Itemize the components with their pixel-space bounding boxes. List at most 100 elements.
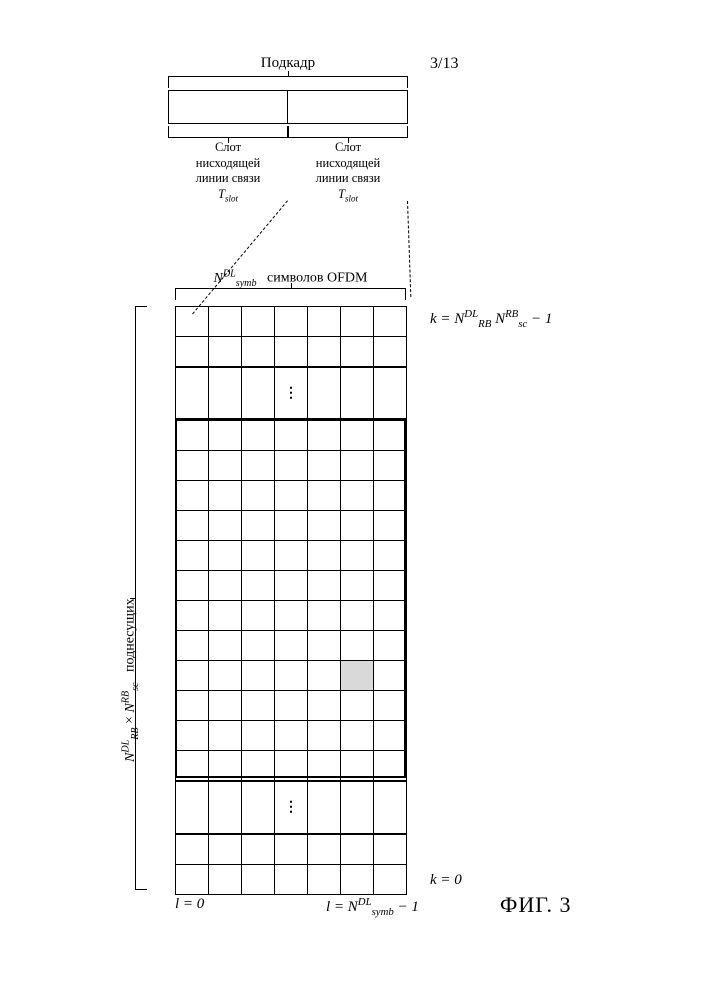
grid-cell bbox=[374, 481, 407, 511]
grid-cell bbox=[374, 661, 407, 691]
subframe-top-bracket bbox=[168, 76, 408, 88]
grid-cell bbox=[308, 721, 341, 751]
grid-cell bbox=[242, 481, 275, 511]
ellipsis-bottom: ⋮ bbox=[275, 782, 308, 834]
grid-cell bbox=[341, 571, 374, 601]
grid-gap-top: ⋮ bbox=[175, 367, 407, 420]
grid-cell bbox=[374, 751, 407, 781]
grid-cell bbox=[374, 865, 407, 895]
grid-cell bbox=[308, 337, 341, 367]
grid-cell bbox=[209, 571, 242, 601]
grid-cell bbox=[341, 835, 374, 865]
l-left-label: l = 0 bbox=[175, 896, 204, 913]
grid-mid-rows bbox=[175, 420, 407, 781]
grid-cell bbox=[374, 451, 407, 481]
grid-cell bbox=[308, 511, 341, 541]
slot-caption-right: Слот нисходящей линии связи Tslot bbox=[288, 140, 408, 205]
grid-cell bbox=[308, 865, 341, 895]
grid-cell bbox=[275, 661, 308, 691]
grid-cell bbox=[374, 601, 407, 631]
grid-cell bbox=[275, 481, 308, 511]
grid-cell bbox=[275, 835, 308, 865]
grid-cell bbox=[242, 571, 275, 601]
grid-cell bbox=[176, 421, 209, 451]
grid-cell bbox=[341, 601, 374, 631]
grid-cell bbox=[242, 835, 275, 865]
grid-cell bbox=[176, 481, 209, 511]
grid-cell bbox=[341, 751, 374, 781]
grid-cell bbox=[242, 691, 275, 721]
grid-cell bbox=[308, 307, 341, 337]
grid-cell bbox=[242, 337, 275, 367]
k-top-label: k = NDLRB NRBsc − 1 bbox=[430, 308, 552, 330]
grid-cell bbox=[308, 451, 341, 481]
slot-right bbox=[288, 91, 407, 123]
grid-cell bbox=[308, 751, 341, 781]
grid-cell bbox=[341, 631, 374, 661]
grid-cell bbox=[209, 511, 242, 541]
grid-cell bbox=[374, 571, 407, 601]
grid-cell bbox=[308, 421, 341, 451]
grid-cell bbox=[242, 541, 275, 571]
grid-cell bbox=[209, 661, 242, 691]
grid-cell bbox=[176, 541, 209, 571]
grid-cell bbox=[308, 691, 341, 721]
grid-cell bbox=[374, 631, 407, 661]
grid-cell bbox=[308, 661, 341, 691]
grid-cell bbox=[275, 691, 308, 721]
grid-cell bbox=[275, 631, 308, 661]
resource-grid: ⋮ ⋮ bbox=[175, 306, 406, 895]
grid-cell bbox=[275, 865, 308, 895]
grid-cell bbox=[341, 421, 374, 451]
grid-cell bbox=[341, 511, 374, 541]
grid-cell bbox=[242, 865, 275, 895]
grid-cell bbox=[242, 451, 275, 481]
grid-cell bbox=[374, 511, 407, 541]
grid-cell bbox=[374, 307, 407, 337]
grid-bottom-rows bbox=[175, 834, 407, 895]
subframe-diagram: Подкадр Слот нисходящей линии связи Tslo… bbox=[168, 55, 408, 205]
grid-cell bbox=[275, 601, 308, 631]
slot-left bbox=[169, 91, 288, 123]
grid-cell bbox=[176, 835, 209, 865]
grid-cell bbox=[341, 541, 374, 571]
grid-cell bbox=[308, 481, 341, 511]
grid-cell bbox=[374, 721, 407, 751]
grid-cell bbox=[242, 751, 275, 781]
grid-cell bbox=[209, 481, 242, 511]
grid-cell bbox=[209, 865, 242, 895]
grid-cell bbox=[341, 451, 374, 481]
grid-cell bbox=[275, 721, 308, 751]
grid-cell bbox=[176, 691, 209, 721]
grid-cell bbox=[209, 691, 242, 721]
grid-cell bbox=[275, 307, 308, 337]
grid-cell bbox=[275, 751, 308, 781]
slot-caption-left: Слот нисходящей линии связи Tslot bbox=[168, 140, 288, 205]
grid-cell bbox=[374, 421, 407, 451]
grid-cell bbox=[209, 631, 242, 661]
grid-cell bbox=[209, 835, 242, 865]
page-root: 3/13 Подкадр Слот нисходящей линии связи… bbox=[0, 0, 707, 1000]
grid-top-bracket bbox=[175, 288, 406, 300]
grid-cell bbox=[374, 691, 407, 721]
grid-cell bbox=[308, 631, 341, 661]
grid-cell bbox=[374, 541, 407, 571]
grid-cell bbox=[242, 601, 275, 631]
grid-cell bbox=[341, 721, 374, 751]
grid-cell bbox=[308, 835, 341, 865]
figure-label: ФИГ. 3 bbox=[500, 892, 572, 918]
grid-cell bbox=[209, 307, 242, 337]
k-bottom-label: k = 0 bbox=[430, 872, 462, 889]
grid-cell bbox=[176, 571, 209, 601]
grid-cell bbox=[176, 751, 209, 781]
grid-cell bbox=[341, 337, 374, 367]
grid-cell bbox=[308, 601, 341, 631]
subframe-top-label: Подкадр bbox=[168, 55, 408, 72]
grid-cell bbox=[275, 571, 308, 601]
grid-top-rows bbox=[175, 306, 407, 367]
projection-line-right bbox=[407, 201, 411, 297]
grid-cell bbox=[176, 631, 209, 661]
grid-cell bbox=[209, 451, 242, 481]
l-right-label: l = NDLsymb − 1 bbox=[326, 896, 419, 918]
ellipsis-top: ⋮ bbox=[275, 368, 308, 420]
